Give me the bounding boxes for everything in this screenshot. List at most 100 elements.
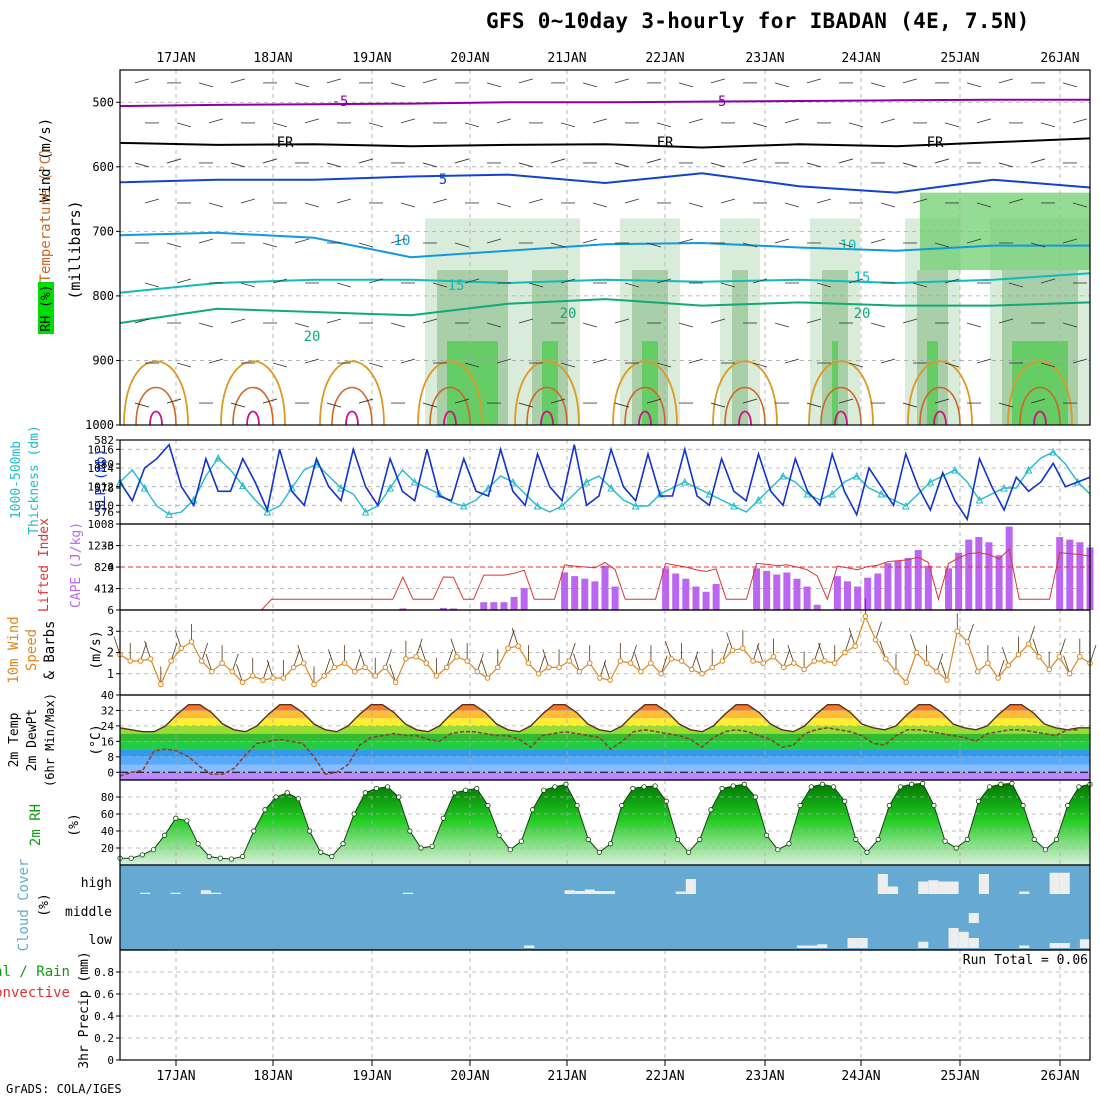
cloud-block-high [584,889,595,894]
date-label-bottom: 22JAN [645,1069,684,1084]
rh-point [396,794,402,800]
wind-barb [208,202,224,208]
rh-point [764,832,770,838]
wind-barb [208,118,224,124]
rh-point [942,838,948,844]
y-tick-label: 24 [101,720,115,733]
contour-label: FR [277,135,294,151]
wind-speed-point [566,658,573,664]
wind-barb [838,242,854,248]
wind-barb [1028,625,1036,645]
rh-point [384,784,391,790]
cape-bar [813,604,821,610]
wind-speed-point [770,653,777,660]
wind-barb [368,362,384,368]
wind-speed-point [433,673,440,679]
y-tick-label: 3 [107,583,114,596]
cloud-block-high [1049,872,1060,894]
cape-bar [682,578,690,610]
temp-band [120,741,1090,750]
wind-barb [486,322,502,328]
rh-point [864,849,870,855]
warm-loop [123,360,189,426]
wind-speed-point [127,658,134,664]
wind-barb [1062,82,1078,88]
rh-point [507,847,513,853]
wind-barbs-label: & Barbs [42,620,58,679]
wind-barb [1040,278,1056,284]
date-label-top: 23JAN [745,51,784,66]
rh-point [752,794,759,800]
temp-unit-label: (°C) [89,724,104,755]
wind-speed-point [913,649,920,656]
wind-barb [870,238,886,244]
run-total-label: Run Total = 0.06 [963,953,1088,968]
wind-barb [266,659,274,679]
rh-point [251,828,257,834]
wind-barb [358,158,374,164]
y-tick-label: 580 [94,458,114,471]
lifted-index-line [120,548,1091,611]
wind-speed-point [882,656,889,662]
upper-air-panel: -5 -5 FR FR FR 5 10 10 15 15 20 20 20 500 600 700 800 900… [85,69,1091,432]
rh-point [674,836,681,843]
cloud-block-low [796,945,808,948]
wind-barb [710,318,726,324]
wind-barb [550,398,566,404]
rh-point [496,832,502,838]
wind-speed-point [985,660,991,666]
wind-speed-point [209,668,215,675]
wind-barb [518,162,534,168]
wind-barb [231,653,239,672]
wind-barb [134,402,150,408]
wind-speed-point [188,639,195,645]
wind-barb [997,659,1005,679]
y-tick-label: 6 [107,604,114,617]
wind-barb [912,282,928,288]
date-label-bottom: 25JAN [940,1069,979,1084]
wind-barb [678,82,694,88]
cape-bar [611,586,619,610]
cape-bar [904,557,912,610]
wind-label: Wind (m/s) [38,118,54,202]
cape-bar [874,573,882,610]
cloud-block-high [918,881,929,894]
rh-point [786,841,792,847]
y-tick-label: 576 [94,506,114,519]
warm-loop-inner [331,386,373,426]
wind-speed-point [811,658,818,664]
wind-barb [624,198,640,204]
wind-barb [976,118,992,124]
cloud-block-low [524,945,535,948]
wind-barb [294,238,310,244]
wind-barb [614,78,630,84]
wind-barb [528,282,544,288]
wind-speed-point [464,658,470,664]
thickness-marker [263,507,272,516]
rh-point [351,811,357,817]
wind-barb [880,118,896,124]
y-tick-label: 1010 [88,499,115,512]
temp-band [120,695,1090,703]
temp-band [120,733,1090,742]
thickness-marker [1049,447,1057,456]
temp-band [120,756,1090,765]
y-tick-label: 1 [107,667,114,681]
rh-point [730,783,736,789]
cloud-block-high [200,890,211,894]
wind-speed-point [678,658,685,664]
wind-speed-point [392,679,399,686]
warm-loop [612,360,678,426]
date-label-bottom: 18JAN [253,1069,292,1084]
thickness-marker [975,495,984,504]
wind-barb [966,82,982,88]
wind-speed-point [505,645,511,652]
wind-barb [720,198,736,204]
wind-speed-label: Speed [24,629,40,671]
rh-point [797,802,803,809]
wind-barb [230,402,246,408]
temperature-panel: 0 8 16 24 32 40 [101,689,1091,781]
rh-point [429,843,435,849]
contour-label: 15 [854,270,871,286]
wind-barb [784,358,800,364]
